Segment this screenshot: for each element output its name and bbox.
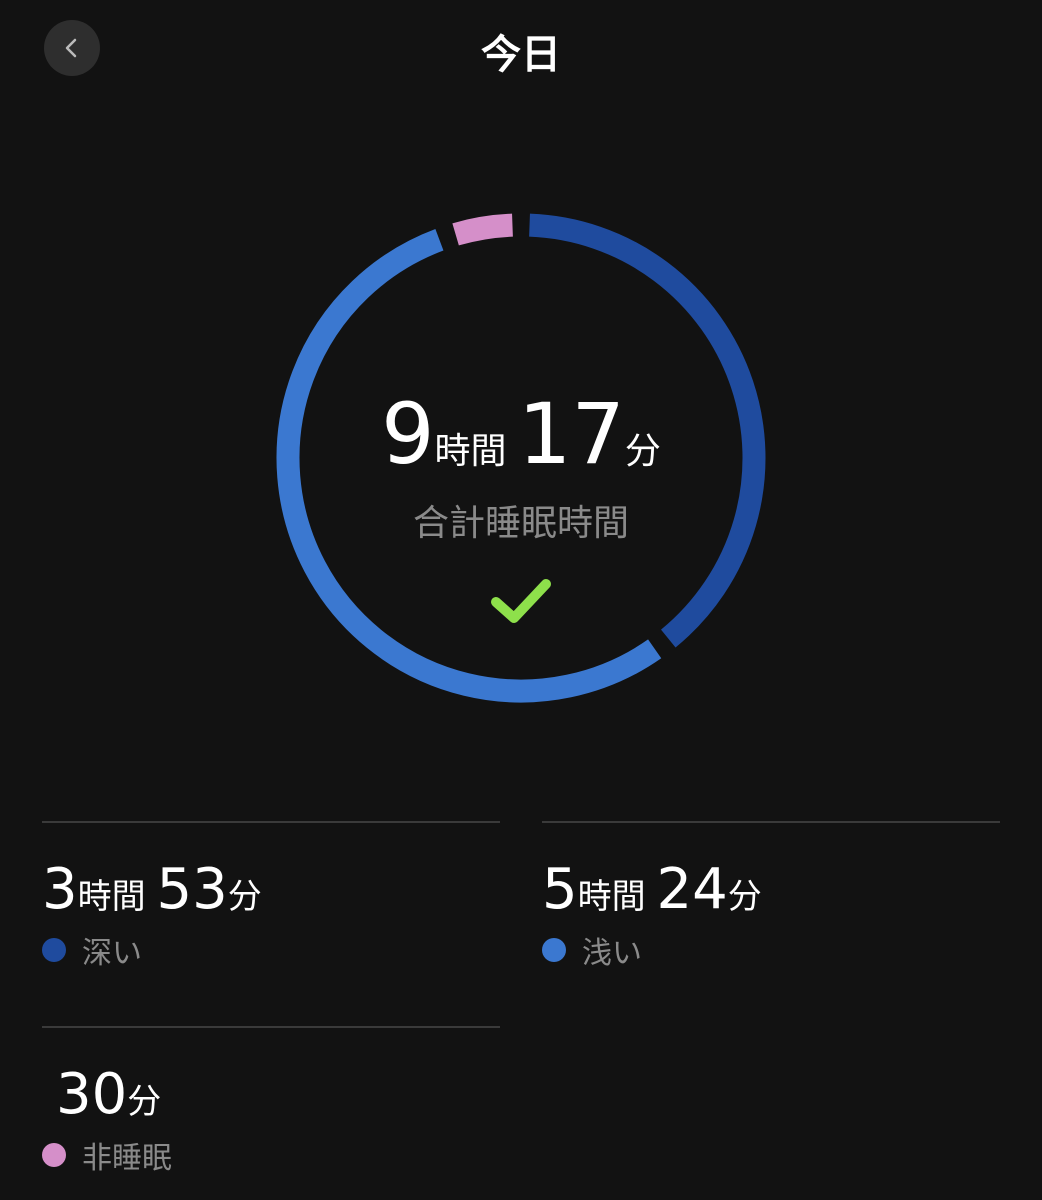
stat-light: 5時間 24分 浅い — [542, 821, 1000, 972]
awake-minutes: 30 — [56, 1062, 128, 1127]
ring-segment-deep — [529, 213, 766, 648]
hours-unit: 時間 — [577, 877, 646, 917]
stat-deep: 3時間 53分 深い — [42, 821, 500, 972]
hours-unit: 時間 — [77, 877, 146, 917]
sleep-ring — [276, 213, 766, 703]
light-hours: 5 — [542, 857, 578, 922]
chevron-left-icon — [65, 38, 77, 58]
awake-legend-dot — [42, 1143, 66, 1167]
total-hours: 9 — [381, 385, 435, 483]
ring-segment-light — [276, 228, 662, 703]
minutes-unit: 分 — [727, 877, 762, 917]
minutes-unit: 分 — [127, 1082, 162, 1122]
total-minutes: 17 — [518, 385, 625, 483]
total-sleep-label: 合計睡眠時間 — [412, 503, 629, 544]
back-button[interactable] — [44, 20, 100, 76]
light-label: 浅い — [582, 936, 642, 971]
total-sleep-value: 9時間 17分 — [271, 385, 771, 483]
checkmark-icon — [491, 579, 551, 623]
deep-minutes: 53 — [156, 857, 228, 922]
awake-label: 非睡眠 — [82, 1141, 172, 1176]
minutes-unit: 分 — [227, 877, 262, 917]
light-minutes: 24 — [656, 857, 728, 922]
stat-awake: 30分 非睡眠 — [42, 1026, 500, 1177]
deep-hours: 3 — [42, 857, 78, 922]
page-title: 今日 — [481, 32, 561, 78]
deep-legend-dot — [42, 938, 66, 962]
ring-segment-awake — [452, 213, 514, 246]
minutes-unit: 分 — [624, 431, 661, 472]
deep-label: 深い — [82, 936, 142, 971]
hours-unit: 時間 — [434, 431, 507, 472]
light-legend-dot — [542, 938, 566, 962]
